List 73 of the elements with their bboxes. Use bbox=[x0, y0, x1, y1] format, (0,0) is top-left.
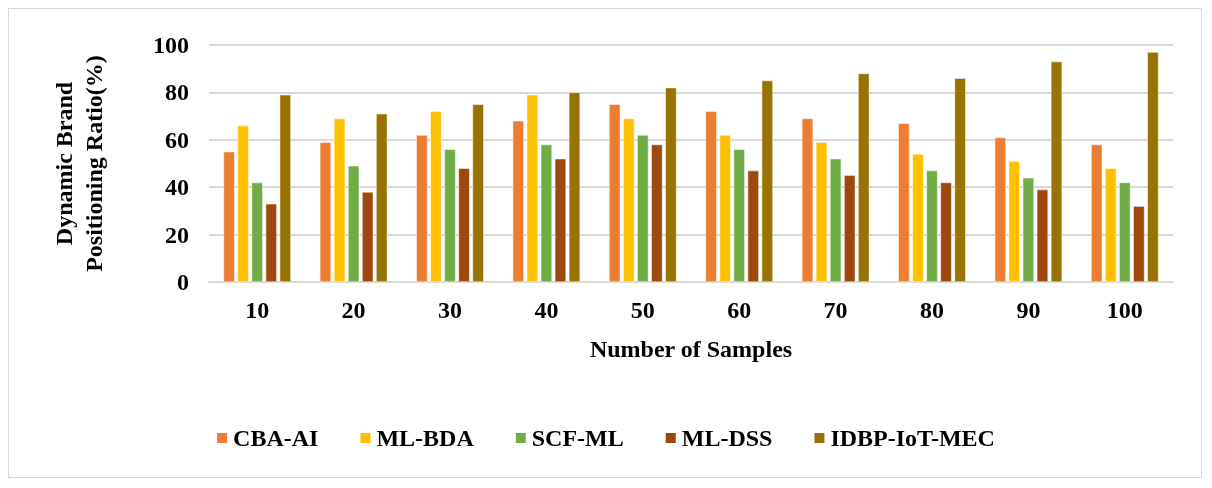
legend-label: SCF-ML bbox=[531, 425, 624, 451]
bar bbox=[1119, 182, 1131, 282]
bar bbox=[472, 104, 484, 282]
bar bbox=[333, 118, 346, 282]
bar bbox=[801, 118, 814, 282]
bar bbox=[1022, 177, 1035, 282]
bar bbox=[1147, 52, 1159, 282]
bar bbox=[319, 142, 332, 282]
bar bbox=[719, 135, 731, 282]
legend-label: ML-BDA bbox=[376, 425, 475, 451]
x-tick-label: 20 bbox=[341, 297, 366, 323]
bar bbox=[347, 165, 360, 282]
bar bbox=[1133, 206, 1145, 282]
bar bbox=[540, 144, 553, 282]
bar bbox=[1008, 161, 1020, 282]
bar bbox=[747, 170, 759, 282]
bar bbox=[651, 144, 663, 282]
x-tick-label: 90 bbox=[1016, 297, 1041, 323]
bar bbox=[609, 104, 621, 282]
y-tick-label: 60 bbox=[165, 126, 189, 153]
x-tick-label: 70 bbox=[823, 297, 848, 323]
bar bbox=[568, 92, 581, 282]
bar bbox=[926, 170, 938, 282]
bar bbox=[815, 142, 828, 282]
y-axis-title: Dynamic Brand Positioning Ratio(%) bbox=[51, 55, 107, 272]
bar bbox=[1105, 168, 1117, 282]
bar bbox=[940, 182, 952, 282]
bar bbox=[858, 73, 870, 282]
y-tick-label: 20 bbox=[165, 221, 189, 248]
bar bbox=[251, 182, 263, 282]
x-tick-label: 80 bbox=[920, 297, 944, 323]
bar bbox=[237, 125, 249, 282]
bar bbox=[623, 118, 635, 282]
bar bbox=[458, 168, 470, 282]
y-tick-label: 80 bbox=[165, 79, 189, 106]
bar bbox=[1050, 61, 1063, 282]
bar bbox=[416, 135, 428, 282]
bar bbox=[223, 151, 235, 282]
y-tick-label: 100 bbox=[153, 32, 189, 58]
bar bbox=[1036, 189, 1049, 282]
x-tick-label: 60 bbox=[727, 297, 752, 323]
bar bbox=[279, 94, 291, 282]
bar bbox=[761, 80, 773, 282]
x-tick-label: 30 bbox=[438, 297, 462, 323]
x-tick-label: 100 bbox=[1106, 297, 1143, 323]
x-axis-title: Number of Samples bbox=[589, 336, 793, 362]
legend-label: ML-DSS bbox=[681, 425, 773, 451]
x-tick-label: 40 bbox=[534, 297, 559, 323]
bar bbox=[1091, 144, 1103, 282]
bar bbox=[912, 154, 924, 282]
bar bbox=[444, 149, 456, 282]
bar bbox=[994, 137, 1006, 282]
bar bbox=[376, 113, 388, 282]
x-tick-label: 50 bbox=[630, 297, 655, 323]
legend-label: CBA-AI bbox=[233, 425, 319, 451]
bar bbox=[829, 158, 842, 282]
bar bbox=[526, 94, 538, 282]
bar bbox=[554, 158, 567, 282]
bar bbox=[954, 78, 966, 282]
y-tick-label: 40 bbox=[165, 174, 189, 201]
bar bbox=[430, 111, 442, 282]
x-tick-label: 10 bbox=[245, 297, 270, 323]
bar bbox=[362, 191, 374, 282]
bar bbox=[898, 123, 910, 282]
bar bbox=[265, 203, 277, 282]
bar bbox=[733, 149, 745, 282]
bar bbox=[844, 175, 856, 282]
bar bbox=[665, 87, 677, 282]
bar bbox=[512, 120, 524, 282]
bar bbox=[705, 111, 717, 282]
bar bbox=[637, 135, 649, 282]
y-tick-label: 0 bbox=[177, 269, 189, 295]
legend-label: IDBP-IoT-MEC bbox=[830, 425, 995, 451]
